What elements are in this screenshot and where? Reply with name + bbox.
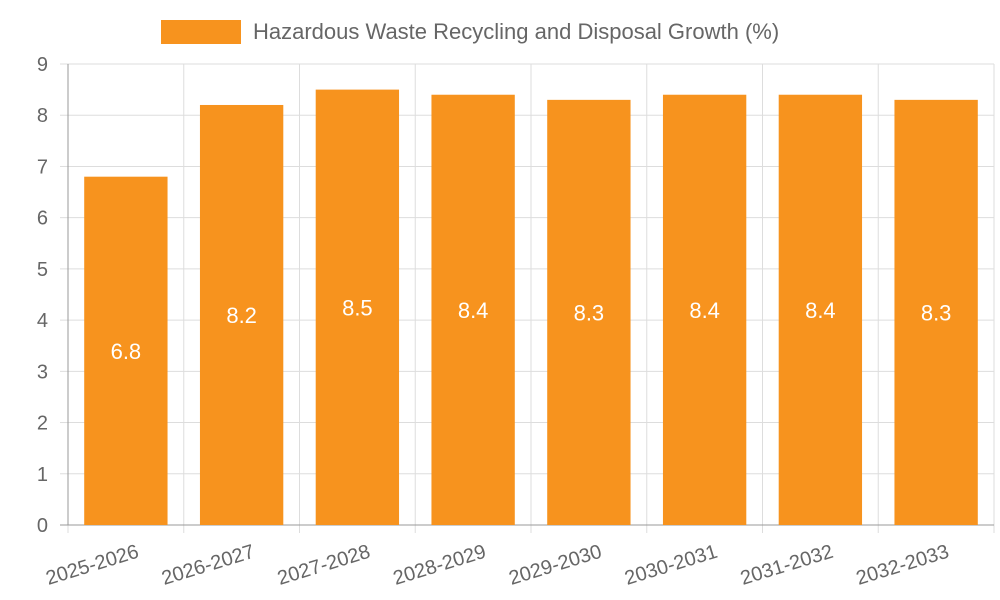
y-tick-label: 8: [37, 105, 48, 127]
x-tick-label: 2027-2028: [275, 541, 373, 590]
bar-value-label: 8.3: [921, 300, 952, 325]
y-tick-label: 3: [37, 361, 48, 383]
x-tick-label: 2026-2027: [159, 541, 257, 590]
y-tick-label: 1: [37, 464, 48, 486]
bar: [662, 94, 747, 525]
x-tick-label: 2025-2026: [43, 541, 141, 590]
bar-value-label: 8.5: [342, 295, 373, 320]
x-tick-label: 2032-2033: [854, 541, 952, 590]
x-tick-label: 2030-2031: [622, 541, 720, 590]
y-tick-label: 4: [37, 310, 48, 332]
bar-value-label: 8.4: [805, 298, 836, 323]
y-axis-ticks: 0 1 2 3 4 5 6 7 8 9: [37, 54, 48, 537]
x-tick-label: 2029-2030: [506, 541, 604, 590]
y-tick-label: 6: [37, 208, 48, 230]
bar: [778, 94, 863, 525]
y-tick-label: 2: [37, 413, 48, 435]
bar-value-label: 8.2: [226, 303, 257, 328]
x-tick-label: 2031-2032: [738, 541, 836, 590]
bar-value-label: 8.4: [458, 298, 489, 323]
legend-label: Hazardous Waste Recycling and Disposal G…: [253, 19, 779, 44]
bars: [84, 89, 978, 525]
bar-value-label: 6.8: [111, 339, 142, 364]
bar-value-label: 8.3: [574, 300, 605, 325]
data-labels: 6.8 8.2 8.5 8.4 8.3 8.4 8.4 8.3: [111, 295, 952, 364]
bar: [84, 176, 168, 525]
bar: [894, 99, 978, 525]
bar: [315, 89, 400, 525]
legend: Hazardous Waste Recycling and Disposal G…: [161, 19, 779, 44]
legend-swatch: [161, 20, 241, 44]
y-tick-label: 9: [37, 54, 48, 76]
bar: [431, 94, 515, 525]
bar: [547, 99, 631, 525]
bar-value-label: 8.4: [689, 298, 720, 323]
y-tick-label: 5: [37, 259, 48, 281]
x-axis-ticks: 2025-2026 2026-2027 2027-2028 2028-2029 2029…: [43, 541, 951, 590]
y-tick-label: 0: [37, 515, 48, 537]
y-tick-label: 7: [37, 156, 48, 178]
x-tick-label: 2028-2029: [391, 541, 489, 590]
bar: [199, 104, 284, 525]
